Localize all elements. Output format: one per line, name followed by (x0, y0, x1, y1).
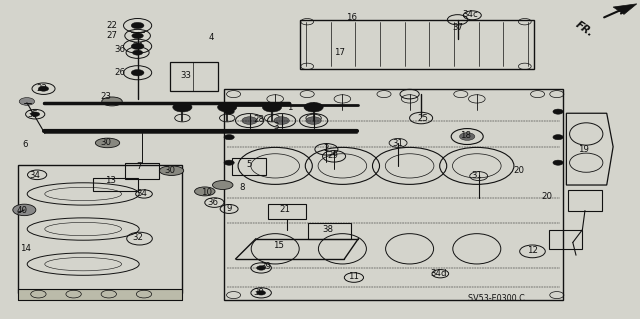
Text: 34: 34 (136, 189, 148, 198)
Text: 9: 9 (227, 204, 232, 213)
Circle shape (553, 160, 563, 165)
Circle shape (132, 33, 143, 39)
Text: 35: 35 (28, 110, 39, 119)
Text: 22: 22 (36, 84, 47, 93)
Circle shape (132, 50, 143, 55)
Text: 30: 30 (164, 167, 175, 175)
Circle shape (224, 160, 234, 165)
Circle shape (257, 266, 266, 270)
Text: 34: 34 (29, 171, 41, 180)
Text: 1: 1 (287, 103, 292, 112)
Text: 27: 27 (106, 31, 118, 40)
Ellipse shape (102, 97, 122, 106)
Text: 17: 17 (333, 48, 345, 57)
Circle shape (224, 109, 234, 114)
Text: 29: 29 (328, 151, 338, 160)
Text: 20: 20 (541, 192, 553, 201)
Ellipse shape (159, 166, 184, 175)
Text: 8: 8 (239, 183, 244, 192)
Circle shape (304, 102, 323, 112)
Text: 18: 18 (460, 131, 472, 140)
Text: 34d: 34d (430, 269, 447, 278)
Text: 7: 7 (137, 162, 142, 171)
Circle shape (131, 22, 144, 29)
Circle shape (131, 43, 144, 49)
Text: 31: 31 (471, 171, 483, 180)
Text: 40: 40 (17, 206, 28, 215)
Circle shape (262, 102, 282, 112)
Text: 24: 24 (132, 42, 143, 51)
Text: 33: 33 (180, 71, 191, 80)
Text: 11: 11 (348, 272, 360, 281)
Circle shape (553, 109, 563, 114)
Text: 34c: 34c (463, 10, 478, 19)
Circle shape (257, 291, 266, 295)
Text: 12: 12 (527, 246, 538, 255)
Text: 19: 19 (579, 145, 589, 154)
Text: 25: 25 (417, 114, 428, 122)
Text: 3: 3 (274, 122, 279, 131)
Text: 16: 16 (346, 13, 358, 22)
Text: 23: 23 (100, 92, 111, 101)
Ellipse shape (195, 187, 215, 196)
Text: 36: 36 (207, 198, 218, 207)
Circle shape (38, 86, 49, 91)
Text: 20: 20 (513, 167, 524, 175)
Text: 13: 13 (104, 176, 116, 185)
Text: 10: 10 (200, 189, 212, 197)
Text: 21: 21 (279, 205, 291, 214)
Text: 37: 37 (452, 23, 463, 32)
Text: 2: 2 (324, 144, 329, 153)
Text: 28: 28 (253, 115, 265, 124)
Polygon shape (18, 289, 182, 300)
Text: 39: 39 (254, 288, 264, 297)
Text: 15: 15 (273, 241, 284, 250)
Circle shape (31, 112, 40, 116)
Circle shape (274, 117, 289, 124)
Text: 30: 30 (100, 138, 111, 147)
Text: 26: 26 (115, 68, 126, 77)
Text: FR.: FR. (573, 20, 595, 39)
Circle shape (19, 98, 35, 105)
Circle shape (306, 117, 321, 124)
Text: 38: 38 (322, 225, 333, 234)
Circle shape (242, 117, 257, 124)
Text: 4: 4 (209, 33, 214, 42)
Circle shape (224, 135, 234, 140)
Text: 5: 5 (247, 160, 252, 169)
Text: 6: 6 (23, 140, 28, 149)
Text: 39: 39 (260, 262, 271, 271)
Circle shape (13, 204, 36, 216)
Text: 31: 31 (392, 139, 404, 148)
Ellipse shape (212, 181, 233, 189)
Text: 22: 22 (106, 21, 118, 30)
Circle shape (218, 102, 237, 112)
Text: 14: 14 (20, 244, 31, 253)
Ellipse shape (95, 138, 120, 148)
Circle shape (460, 133, 475, 140)
Text: SV53-E0300 C: SV53-E0300 C (468, 294, 524, 303)
Text: 32: 32 (132, 234, 143, 242)
Circle shape (131, 70, 144, 76)
Circle shape (173, 102, 192, 112)
Circle shape (553, 135, 563, 140)
Text: 36: 36 (115, 45, 126, 54)
Polygon shape (613, 4, 637, 14)
